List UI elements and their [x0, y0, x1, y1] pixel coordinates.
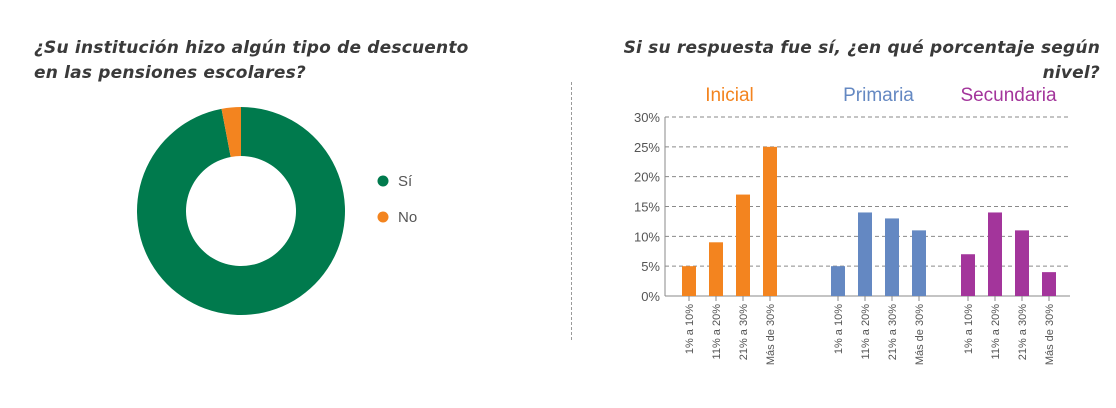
group-label-primaria: Primaria — [843, 85, 914, 106]
legend-marker-no — [377, 211, 389, 223]
bar-inicial-4 — [763, 146, 777, 296]
bar-inicial-2 — [709, 242, 723, 296]
pie-title-line-2: en las pensiones escolares? — [34, 63, 306, 83]
bar-primaria-2 — [858, 212, 872, 296]
y-tick-label-15: 15% — [634, 200, 660, 215]
bar-chart-title: Si su respuesta fue sí, ¿en qué porcenta… — [623, 38, 1100, 83]
y-tick-label-10: 10% — [634, 229, 660, 244]
category-label-primaria-2: 11% a 20% — [860, 304, 872, 360]
y-tick-label-20: 20% — [634, 170, 660, 185]
category-label-inicial-2: 11% a 20% — [711, 304, 723, 360]
y-tick-label-25: 25% — [634, 140, 660, 155]
bar-secundaria-1 — [961, 254, 975, 296]
bar-secundaria-2 — [988, 212, 1002, 296]
donut-slice-no — [221, 107, 241, 157]
y-tick-label-30: 30% — [634, 110, 660, 125]
y-tick-label-0: 0% — [641, 289, 660, 304]
legend-marker-si — [377, 175, 389, 187]
category-label-inicial-4: Más de 30% — [765, 304, 777, 365]
bar-secundaria-4 — [1042, 272, 1056, 296]
pie-chart-title: ¿Su institución hizo algún tipo de descu… — [34, 36, 494, 86]
category-label-secundaria-3: 21% a 30% — [1017, 304, 1029, 360]
bar-inicial-3 — [736, 194, 750, 296]
group-label-secundaria: Secundaria — [960, 85, 1057, 106]
bar-secundaria-3 — [1015, 230, 1029, 296]
bar-inicial-1 — [682, 266, 696, 296]
category-label-secundaria-1: 1% a 10% — [963, 304, 975, 354]
category-label-inicial-1: 1% a 10% — [684, 304, 696, 354]
bar-primaria-4 — [912, 230, 926, 296]
legend-label-si: Sí — [398, 173, 413, 190]
category-label-secundaria-4: Más de 30% — [1044, 304, 1056, 365]
bar-primaria-1 — [831, 266, 845, 296]
section-divider — [571, 82, 572, 340]
bar-primaria-3 — [885, 218, 899, 296]
donut-slice-si — [137, 107, 346, 316]
legend-label-no: No — [398, 209, 417, 226]
category-label-primaria-1: 1% a 10% — [833, 304, 845, 354]
y-tick-label-5: 5% — [641, 259, 660, 274]
category-label-primaria-4: Más de 30% — [914, 304, 926, 365]
category-label-primaria-3: 21% a 30% — [887, 304, 899, 360]
group-label-inicial: Inicial — [705, 85, 754, 106]
category-label-inicial-3: 21% a 30% — [738, 304, 750, 360]
pie-title-line-1: ¿Su institución hizo algún tipo de descu… — [34, 38, 469, 58]
category-label-secundaria-2: 11% a 20% — [990, 304, 1002, 360]
